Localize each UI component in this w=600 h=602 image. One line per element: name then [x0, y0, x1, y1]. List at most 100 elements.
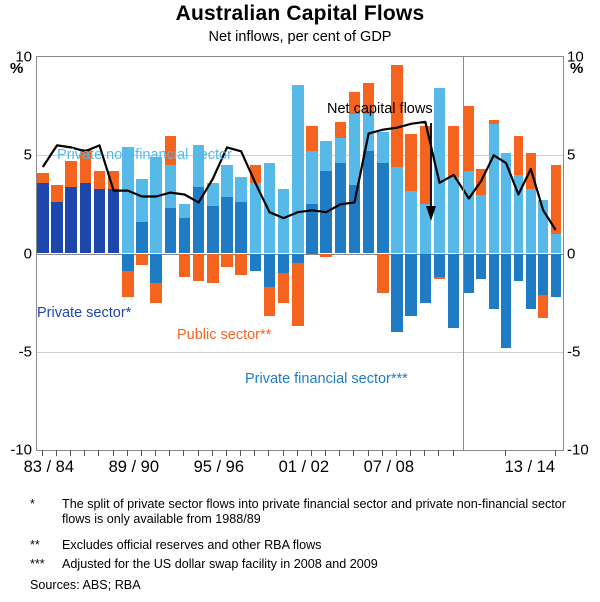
- x-tick-4: [98, 450, 100, 456]
- x-axis-label-5: 13 / 14: [504, 458, 556, 476]
- x-tick-28: [438, 450, 440, 456]
- bar-private-financial-11: [192, 186, 205, 254]
- footnote-text-3: Adjusted for the US dollar swap facility…: [62, 557, 378, 571]
- bar-private-financial-10: [178, 218, 191, 254]
- bar-private-financial-22: [348, 184, 361, 254]
- bar-private-financial-28: [433, 253, 446, 278]
- bar-private-non-financial-32: [488, 123, 499, 254]
- bar-public-sector-22: [348, 92, 361, 114]
- bar-public-sector-13: [221, 253, 233, 268]
- x-tick-13: [225, 450, 227, 456]
- bar-private-financial-30: [464, 253, 474, 293]
- annotation-net-capital-flows: Net capital flows: [327, 101, 433, 117]
- bar-private-non-financial-31: [476, 194, 487, 254]
- bar-private-non-financial-17: [277, 188, 290, 254]
- bar-private-financial-14: [235, 202, 247, 254]
- bar-private-financial-19: [306, 204, 318, 254]
- bar-public-sector-21: [334, 121, 347, 138]
- bar-private-financial-31: [476, 253, 487, 280]
- bar-public-sector-15: [249, 165, 262, 183]
- bar-private-financial-7: [136, 222, 148, 254]
- x-tick-33: [505, 450, 507, 456]
- x-tick-9: [169, 450, 171, 456]
- x-axis-label-1: 89 / 90: [108, 458, 160, 476]
- bar-private-financial-32: [488, 253, 499, 309]
- bar-private-financial-12: [207, 206, 219, 254]
- x-tick-19: [310, 450, 312, 456]
- bar-public-sector-5: [107, 170, 120, 189]
- x-tick-17: [282, 450, 284, 456]
- bar-private-non-financial-13: [221, 165, 233, 197]
- bar-private-non-financial-8: [150, 157, 162, 254]
- bar-private-financial-13: [221, 196, 233, 254]
- bar-private-non-financial-22: [348, 113, 361, 185]
- footnote-marker-1: *: [30, 497, 35, 511]
- bar-private-financial-36: [538, 253, 549, 295]
- bar-private-non-financial-30: [464, 170, 474, 254]
- bar-private-non-financial-25: [391, 167, 403, 254]
- bar-private-non-financial-12: [207, 182, 219, 207]
- x-axis-label-2: 95 / 96: [193, 458, 245, 476]
- x-tick-1: [55, 450, 57, 456]
- x-axis-label-3: 01 / 02: [278, 458, 330, 476]
- bar-public-sector-18: [292, 263, 304, 327]
- bar-private-financial-27: [419, 253, 432, 303]
- bar-private-non-financial-29: [447, 176, 460, 254]
- footnote-text-2: Excludes official reserves and other RBA…: [62, 538, 322, 552]
- bar-public-sector-10: [178, 253, 191, 278]
- bar-private-non-financial-26: [405, 190, 417, 254]
- bar-public-sector-19: [306, 125, 318, 152]
- footnote-marker-3: ***: [30, 557, 45, 571]
- x-tick-21: [339, 450, 341, 456]
- bar-private-financial-33: [501, 253, 512, 348]
- bar-private-sector-1: [51, 202, 63, 254]
- bar-public-sector-3: [79, 149, 92, 183]
- legend-public-sector: Public sector**: [177, 327, 272, 343]
- bar-public-sector-11: [192, 253, 205, 281]
- legend-private-sector: Private sector*: [37, 305, 132, 321]
- x-tick-25: [395, 450, 397, 456]
- legend-private-non-financial: Private non-financial sector: [57, 147, 232, 163]
- bar-private-financial-16: [263, 253, 276, 287]
- bar-public-sector-26: [405, 133, 417, 191]
- x-tick-27: [424, 450, 426, 456]
- x-tick-26: [410, 450, 412, 456]
- bar-public-sector-23: [362, 82, 375, 114]
- bar-private-financial-35: [525, 253, 536, 309]
- bar-public-sector-17: [277, 273, 290, 303]
- x-tick-5: [112, 450, 114, 456]
- legend-private-financial: Private financial sector***: [245, 371, 408, 387]
- y-tick-label-5-r: 5: [567, 146, 576, 164]
- bar-private-financial-21: [334, 163, 347, 254]
- x-tick-20: [325, 450, 327, 456]
- bar-private-financial-18: [292, 253, 304, 264]
- bar-public-sector-12: [207, 253, 219, 283]
- bar-private-financial-29: [447, 253, 460, 329]
- x-tick-12: [211, 450, 213, 456]
- y-tick-label-10-l: 10: [15, 48, 32, 66]
- y-axis-unit-right: %: [570, 60, 584, 77]
- x-tick-23: [367, 450, 369, 456]
- bar-public-sector-9: [164, 135, 177, 166]
- net-capital-flows-polyline: [41, 120, 557, 231]
- bar-public-sector-1: [51, 184, 63, 203]
- bar-private-financial-15: [249, 253, 262, 272]
- x-tick-11: [197, 450, 199, 456]
- bar-public-sector-4: [93, 170, 106, 189]
- bar-private-financial-6: [122, 253, 134, 272]
- bar-private-financial-9: [164, 208, 177, 254]
- x-tick-18: [296, 450, 298, 456]
- bar-private-non-financial-33: [501, 153, 512, 254]
- y-tick-label-5-l: 5: [23, 146, 32, 164]
- bar-public-sector-8: [150, 282, 162, 303]
- bar-private-financial-37: [550, 253, 561, 297]
- bar-public-sector-2: [65, 161, 77, 187]
- gridline--5: [37, 351, 563, 353]
- x-tick-14: [240, 450, 242, 456]
- bar-private-non-financial-21: [334, 137, 347, 164]
- bar-private-financial-34: [513, 253, 524, 281]
- bar-public-sector-14: [235, 253, 247, 276]
- bar-public-sector-37: [550, 165, 561, 234]
- x-axis-label-0: 83 / 84: [23, 458, 75, 476]
- bar-private-non-financial-10: [178, 204, 191, 219]
